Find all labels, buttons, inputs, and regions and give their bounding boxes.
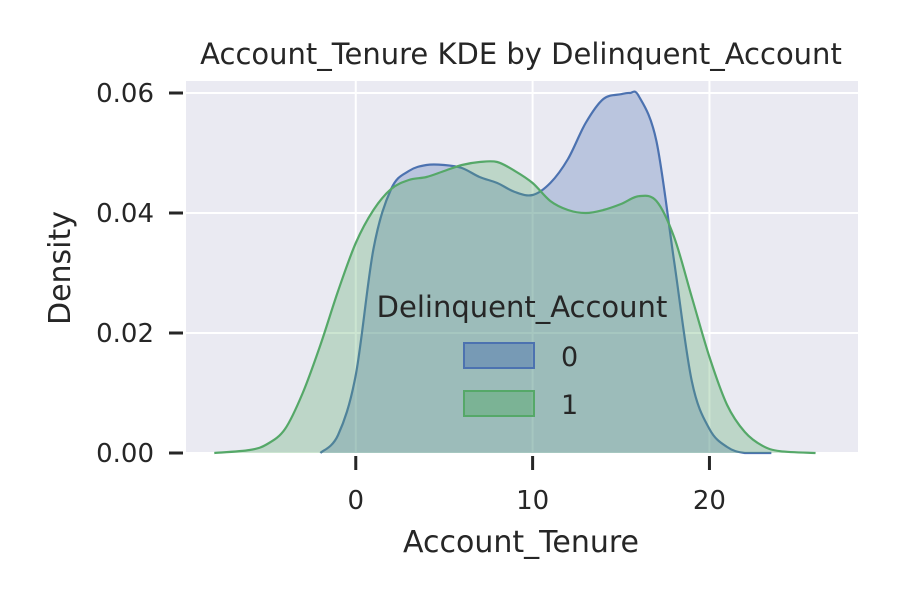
x-axis-title: Account_Tenure [403, 525, 639, 560]
y-tick-label-3: 0.06 [96, 79, 154, 109]
legend-title: Delinquent_Account [377, 290, 668, 324]
legend-label-1: 1 [561, 390, 578, 421]
kde-line-1 [214, 160, 816, 455]
x-tick-label-2: 20 [693, 486, 726, 516]
legend-swatch-0 [463, 342, 535, 369]
y-tick-label-0: 0.00 [96, 439, 154, 469]
kde-series [214, 90, 816, 455]
x-tick-label-1: 10 [516, 486, 549, 516]
y-tick-label-2: 0.04 [96, 199, 154, 229]
legend-label-0: 0 [561, 342, 578, 373]
y-tick-label-1: 0.02 [96, 319, 154, 349]
legend: Delinquent_Account 0 1 [377, 290, 668, 421]
chart-title: Account_Tenure KDE by Delinquent_Account [200, 37, 842, 71]
x-tick-label-0: 0 [347, 486, 364, 516]
y-axis-title: Density [43, 211, 78, 325]
kde-area-0 [320, 91, 772, 454]
grid-lines [186, 81, 858, 454]
axes: 0 10 200.000.020.040.06 [96, 79, 726, 516]
kde-area-1 [214, 161, 816, 453]
legend-swatch-1 [463, 390, 535, 417]
